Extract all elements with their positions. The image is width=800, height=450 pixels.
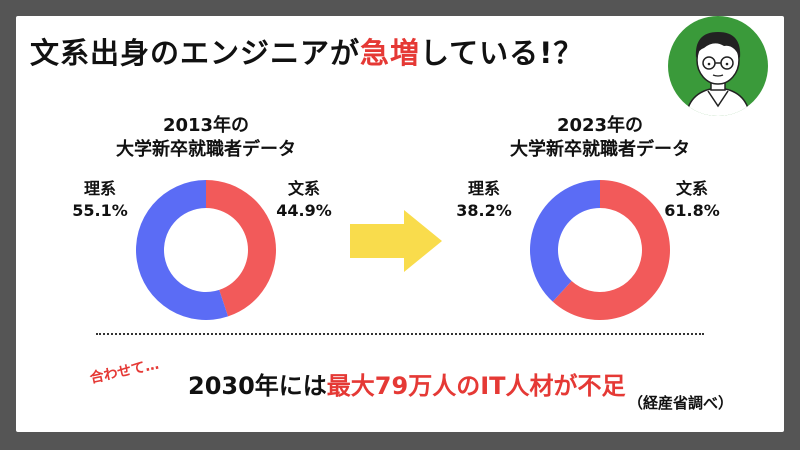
chart2-bunkei-label: 文系 61.8% <box>652 178 732 222</box>
chart2-bunkei-name: 文系 <box>675 179 708 198</box>
chart1-bunkei-label: 文系 44.9% <box>264 178 344 222</box>
chart2-riko-name: 理系 <box>467 179 500 198</box>
chart1-donut <box>136 180 276 320</box>
dotted-divider <box>96 333 704 335</box>
chart1-riko-name: 理系 <box>83 179 116 198</box>
donut-slice-riko <box>530 180 600 302</box>
headline-highlight: 急増 <box>360 36 421 70</box>
headline-part1: 文系出身のエンジニアが <box>30 36 361 70</box>
donut-slice-bunkei <box>206 180 276 317</box>
chart1-riko-value: 55.1% <box>72 201 128 220</box>
chart2-title-year: 2023年の <box>556 115 644 136</box>
donut-slice-riko <box>136 180 229 320</box>
person-with-glasses-icon <box>668 16 768 116</box>
footer-part1: 2030年には <box>188 372 327 400</box>
chart1-title-year: 2013年の <box>162 115 250 136</box>
footer-highlight: 最大79万人のIT人材が不足 <box>326 372 626 400</box>
chart2-bunkei-value: 61.8% <box>664 201 720 220</box>
chart1-bunkei-value: 44.9% <box>276 201 332 220</box>
source-note: （経産省調べ） <box>628 394 734 412</box>
chart1-riko-label: 理系 55.1% <box>60 178 140 222</box>
right-arrow-icon <box>350 210 442 272</box>
donut-slice-bunkei <box>552 180 670 320</box>
footer-statement: 2030年には最大79万人のIT人材が不足 <box>188 366 626 401</box>
chart1-title: 2013年の 大学新卒就職者データ <box>96 114 316 162</box>
headline: 文系出身のエンジニアが急増している!？ <box>30 30 583 72</box>
chart1-bunkei-name: 文系 <box>287 179 320 198</box>
chart2-riko-label: 理系 38.2% <box>444 178 524 222</box>
chart2-donut <box>530 180 670 320</box>
headline-part2: している!？ <box>420 36 584 70</box>
chart2-title: 2023年の 大学新卒就職者データ <box>490 114 710 162</box>
chart2-riko-value: 38.2% <box>456 201 512 220</box>
chart2-title-subject: 大学新卒就職者データ <box>510 139 690 160</box>
chart1-title-subject: 大学新卒就職者データ <box>116 139 296 160</box>
